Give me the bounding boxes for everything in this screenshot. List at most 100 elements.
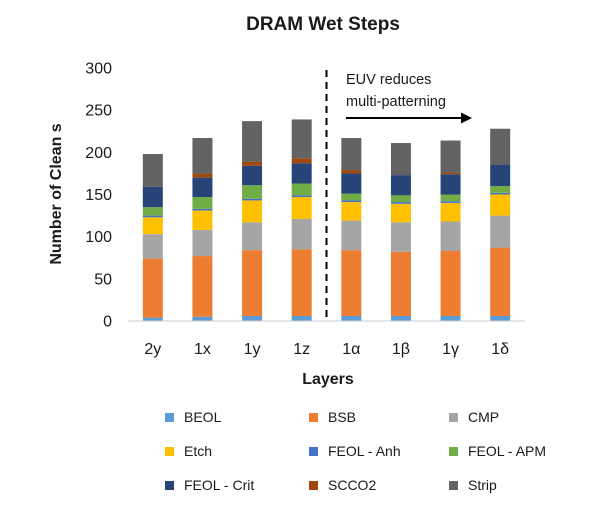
bar-segment [440, 221, 461, 252]
legend-swatch [309, 413, 318, 422]
bar-segment [291, 197, 312, 219]
legend-label: FEOL - APM [468, 443, 546, 459]
bar-segment [142, 154, 163, 187]
x-tick-label: 1γ [442, 341, 459, 358]
bar-segment [390, 195, 411, 203]
legend-swatch [309, 481, 318, 490]
bar-segment [142, 317, 163, 321]
bar-segment [242, 198, 263, 201]
bar-segment [142, 186, 163, 208]
bar-stack [440, 140, 461, 321]
bar-segment [490, 215, 511, 248]
x-tick-label: 1β [392, 341, 410, 358]
annotation-line1: EUV reduces [346, 72, 431, 88]
legend-swatch [165, 447, 174, 456]
legend-item: SCCO2 [309, 477, 376, 493]
bar-segment [192, 210, 213, 230]
bar-segment [341, 315, 362, 321]
bar-segment [390, 202, 411, 204]
bar-segment [341, 250, 362, 316]
bar-segment [242, 200, 263, 223]
bar-segment [390, 315, 411, 321]
legend-item: FEOL - Crit [165, 477, 254, 493]
bar-segment [490, 247, 511, 316]
bar-segment [341, 137, 362, 171]
bar-segment [291, 119, 312, 159]
bar-segment [440, 201, 461, 203]
bar-stack [490, 128, 511, 321]
bar-segment [341, 173, 362, 194]
bar-segment [242, 185, 263, 199]
bar-segment [440, 172, 461, 175]
legend-item: FEOL - APM [449, 443, 546, 459]
bar-segment [490, 186, 511, 193]
bar-segment [291, 183, 312, 196]
legend-label: Strip [468, 477, 497, 493]
bar-stack [242, 121, 263, 321]
bar-segment [390, 251, 411, 316]
bar-segment [242, 161, 263, 166]
bar-segment [142, 207, 163, 216]
bar-segment [440, 140, 461, 173]
y-tick-label: 50 [94, 271, 112, 288]
bar-segment [490, 164, 511, 187]
x-tick-label: 1α [342, 341, 360, 358]
legend-label: BSB [328, 409, 356, 425]
bar-segment [192, 177, 213, 198]
bar-segment [490, 315, 511, 321]
legend-swatch [449, 481, 458, 490]
bar-segment [390, 175, 411, 196]
legend-label: CMP [468, 409, 499, 425]
bar-stack [142, 154, 163, 321]
bar-stack [390, 143, 411, 321]
bar-segment [440, 251, 461, 316]
bar-segment [192, 137, 213, 174]
legend-item: FEOL - Anh [309, 443, 401, 459]
bar-segment [291, 158, 312, 164]
bar-segment [390, 203, 411, 223]
x-axis-ticks: 2y 1x 1y 1z 1α 1β 1γ 1δ [144, 341, 509, 358]
annotation-line2: multi-patterning [346, 94, 446, 110]
y-tick-label: 150 [85, 187, 112, 204]
x-tick-label: 2y [144, 341, 161, 358]
legend-item: BSB [309, 409, 356, 425]
bar-stacks [142, 119, 511, 321]
bar-segment [142, 234, 163, 259]
legend-swatch [309, 447, 318, 456]
bar-segment [242, 315, 263, 321]
bar-segment [440, 174, 461, 195]
legend-item: Strip [449, 477, 497, 493]
bar-segment [291, 195, 312, 198]
x-axis-label: Layers [302, 371, 354, 388]
y-axis-label: Number of Clean s [48, 123, 65, 264]
legend-label: BEOL [184, 409, 222, 425]
bar-segment [341, 202, 362, 221]
x-tick-label: 1x [194, 341, 211, 358]
legend-label: FEOL - Crit [184, 477, 254, 493]
bar-segment [142, 217, 163, 235]
bar-segment [490, 192, 511, 195]
bar-segment [192, 197, 213, 209]
bar-segment [490, 194, 511, 216]
bar-segment [440, 194, 461, 202]
annotation-arrow [346, 112, 472, 124]
bar-segment [192, 256, 213, 317]
bar-segment [291, 163, 312, 184]
bar-segment [291, 218, 312, 250]
bar-segment [242, 121, 263, 162]
legend-label: SCCO2 [328, 477, 376, 493]
bar-segment [192, 229, 213, 257]
legend-item: CMP [449, 409, 499, 425]
bar-segment [192, 208, 213, 211]
bar-stack [192, 137, 213, 321]
x-tick-label: 1y [244, 341, 261, 358]
bar-segment [390, 222, 411, 252]
x-tick-label: 1δ [491, 341, 509, 358]
legend-label: FEOL - Anh [328, 443, 401, 459]
bar-segment [490, 128, 511, 165]
legend-label: Etch [184, 443, 212, 459]
bar-segment [192, 316, 213, 321]
legend: BEOL BSB CMP Etch FEOL - Anh FEOL - APM FEOL -… [165, 409, 546, 493]
bar-segment [291, 249, 312, 316]
